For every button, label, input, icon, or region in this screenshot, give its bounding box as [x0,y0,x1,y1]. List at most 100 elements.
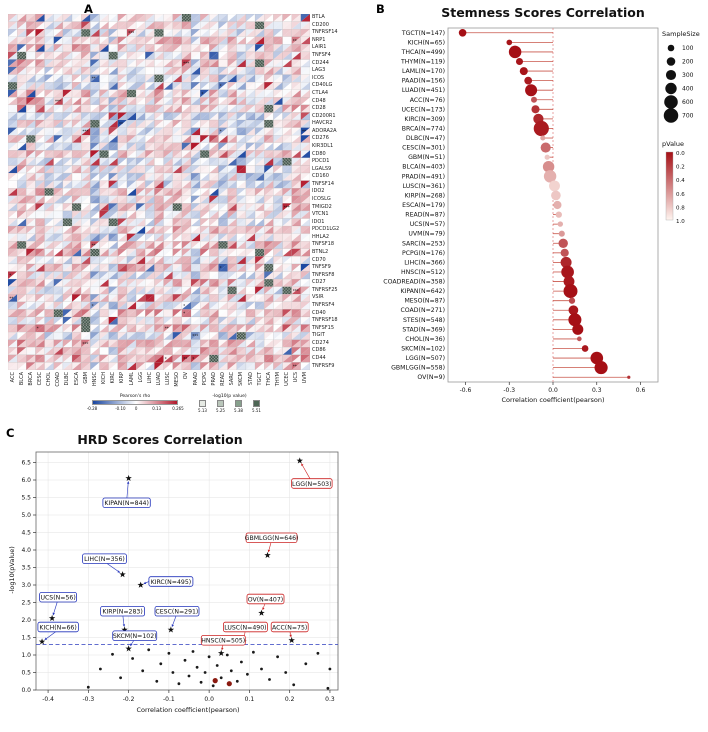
pvalue-tick-label: 0.2 [676,165,685,171]
gene-label: KIR3DL1 [312,142,334,149]
logp-tick-item: 5.38 [232,400,245,413]
samplesize-legend-label: 300 [682,72,694,79]
annotation-label: OV(N=407) [248,596,283,603]
gene-label: VTCN1 [312,211,329,218]
annotation-box [245,532,298,544]
cancer-label: SKCM [238,372,245,386]
lollipop-dot [519,67,528,76]
cancer-label: DLBC [64,372,71,386]
gene-label: ICOS [312,74,325,81]
lollipop-dot [540,142,551,153]
scatter-point-accent [226,681,232,687]
gene-label: CD274 [312,339,329,346]
gene-label: LAG3 [312,67,326,74]
scatter-point [119,676,122,680]
lollipop-dot [568,297,576,304]
panel-c-hrd-plot: -0.4 -0.3 -0.2 -0.1 0.0 0.1 0.2 0.3 0.0 0.5 1.0 1.5… [21,451,339,703]
lollipop-dot [563,276,575,287]
scatter-point [284,671,288,674]
lollipop-dot [627,375,631,379]
x-tick-label: -0.2 [123,696,135,703]
y-tick-label: 2.0 [21,617,31,624]
lollipop-dot [542,160,555,173]
scatter-point [276,655,279,659]
scatter-point [215,664,219,667]
annotation-arrowhead [117,570,121,573]
gene-label: BTLA [312,14,325,21]
rho-tick: 0.265 [172,406,184,411]
annotation-label: LGG(N=503) [292,481,332,488]
heatmap-gene-labels: BTLA CD200 TNFRSF14 NRP1 LAIR1 TNFSF4 CD244 LAG… [312,14,372,370]
pvalue-colorbar [665,151,674,221]
scatter-point [229,669,233,673]
star-marker [217,649,225,656]
annotation-label: HNSC(N=505) [201,638,245,645]
x-tick-label: 0.2 [285,696,295,703]
annotation-label: KIRC(N=495) [151,579,192,586]
gene-label: NRP1 [312,36,326,43]
lollipop-dot [543,170,557,183]
lollipop-dot [458,28,467,37]
logp-tick-item: 5.25 [214,400,227,413]
annotation-arrowhead [126,481,130,484]
scatter-point [260,667,263,671]
gene-label: BTNL2 [312,249,329,255]
gene-label: CD40 [312,309,326,316]
scatter-point [191,650,195,653]
gene-label: TNFRSF9 [312,362,335,369]
scatter-point [219,676,223,680]
lollipop-dot [563,284,578,299]
lollipop-dot [506,39,513,46]
gene-label: CD40LG [312,82,333,89]
gene-label: TNFSF14 [312,180,334,187]
annotation-box [82,553,127,564]
scatter-point [235,679,239,683]
lollipop-dot [508,45,522,59]
stemness-row-label: KIPAN(N=642) [400,288,445,295]
annotation-box [100,605,145,617]
star-marker [137,581,144,588]
stemness-row-label: GBM(N=51) [408,154,445,161]
annotation-box [154,605,200,617]
rho-legend: Pearson's rho -0.28 -0.10 0 0.13 0.265 [87,394,184,413]
gene-label: CD70 [312,256,326,263]
scatter-point [252,650,255,654]
gene-label: CD44 [312,355,326,362]
annotation-arrow [53,602,58,614]
stemness-row-label: STAD(N=369) [402,326,445,333]
annotation-arrowhead [44,637,48,641]
gene-label: CTLA4 [312,89,329,96]
stemness-row-label: OV(N=9) [417,374,445,381]
x-tick-label: -0.4 [42,696,54,703]
logp-square [217,400,224,407]
x-tick-label: 0.0 [548,387,558,394]
stemness-legend: SampleSize 100 200 300 400 600 700 pValue 0.0 0.2… [662,30,700,225]
lollipop-dot [572,323,584,335]
stemness-row-label: CHOL(N=36) [405,336,445,343]
samplesize-legend-title: SampleSize [662,30,700,38]
stemness-row-label: LUAD(N=451) [402,87,445,94]
annotation-label: CESC(N=291) [155,609,198,616]
gene-label: TNFRSF8 [312,271,335,278]
samplesize-legend-label: 100 [682,45,694,52]
scatter-point [199,680,203,684]
samplesize-legend-label: 700 [682,113,694,120]
annotation-arrow [289,631,291,635]
panel-a-label: A [84,2,93,16]
annotation-arrow [172,615,177,625]
cancer-label: UCS [293,372,300,383]
stemness-row-label: THCA(N=499) [401,49,445,56]
gene-label: CD80 [312,150,326,157]
scatter-point [268,678,271,681]
stemness-row-label: COADREAD(N=358) [383,279,445,286]
x-tick-label: -0.6 [460,387,472,394]
gene-label: TNFRSF18 [312,317,338,324]
stemness-title: Stemness Scores Correlation [441,5,645,20]
lollipop-dot [568,305,579,316]
rho-tick-labels: -0.28 -0.10 0 0.13 0.265 [87,405,184,411]
pvalue-tick-label: 0.0 [676,151,685,157]
x-tick-label: -0.1 [163,696,175,703]
scatter-point [177,682,181,686]
lollipop-dot [531,105,540,114]
panel-b-label: B [376,2,385,16]
